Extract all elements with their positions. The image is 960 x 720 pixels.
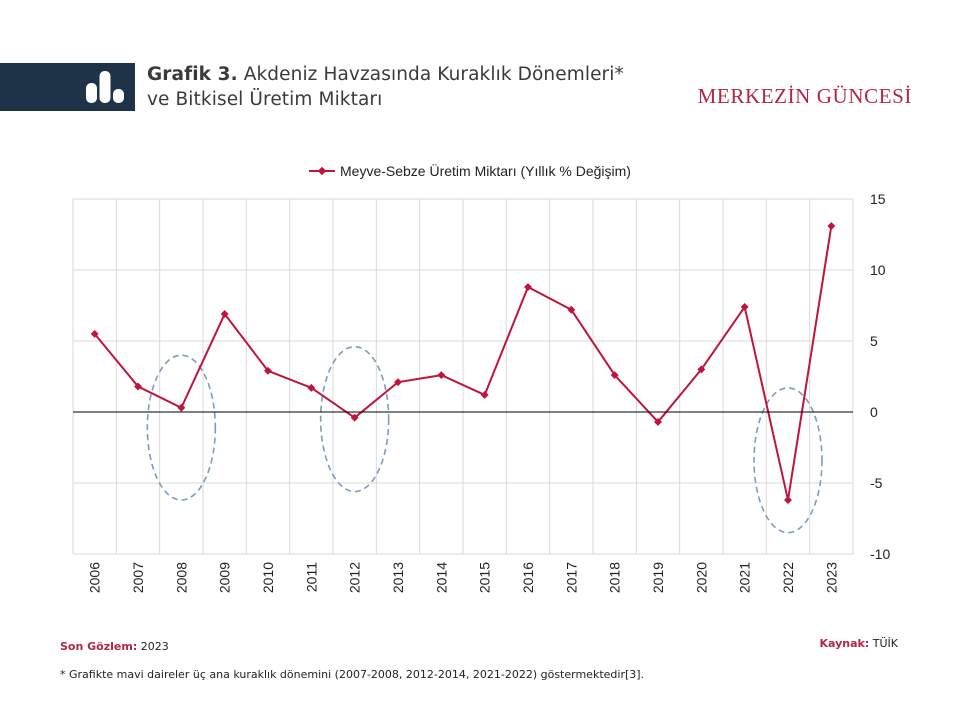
x-tick-label: 2014 [433,562,449,593]
data-point [350,413,359,422]
brand-logo: MERKEZİN GÜNCESİ [697,84,912,108]
x-tick-label: 2010 [260,562,276,593]
x-tick-label: 2008 [173,562,189,593]
x-tick-label: 2017 [563,562,579,593]
data-point [134,382,142,391]
x-tick-label: 2019 [650,562,666,593]
drought-ellipses [146,345,823,534]
x-tick-label: 2011 [303,562,319,592]
data-point [307,383,316,392]
bar-chart-icon [86,71,124,103]
title-prefix: Grafik 3. [147,64,238,85]
legend-label: Meyve-Sebze Üretim Miktarı (Yıllık % Değ… [340,162,631,179]
kaynak-value: TÜİK [872,637,898,650]
x-tick-label: 2013 [390,562,406,593]
data-point [480,391,489,399]
x-tick-label: 2006 [87,562,103,593]
son-value: 2023 [140,640,169,653]
data-point [827,222,836,230]
source: Kaynak: TÜİK [820,637,898,650]
drought-ellipse [319,345,390,493]
y-tick-label: 0 [870,404,878,420]
son-label: Son Gözlem: [60,640,138,653]
x-tick-label: 2015 [477,562,493,593]
data-point [220,310,229,318]
data-point [394,378,402,387]
x-tick-label: 2007 [130,562,146,593]
x-tick-label: 2022 [780,562,796,593]
grid [72,198,854,555]
axes: 15 10 5 0 -5 -10 2006 2007 2008 2009 2010 2011 2012 2… [73,191,890,593]
footnote: * Grafikte mavi daireler üç ana kuraklık… [60,668,645,681]
legend: Meyve-Sebze Üretim Miktarı (Yıllık % Değ… [309,162,631,179]
y-tick-label: -10 [870,546,890,562]
data-point [524,283,532,291]
data-point [177,403,186,412]
y-tick-label: 10 [870,262,886,278]
x-tick-label: 2018 [607,562,623,593]
page-title: Grafik 3. Akdeniz Havzasında Kuraklık Dö… [147,62,707,112]
x-tick-label: 2021 [737,562,753,593]
data-point [784,496,792,504]
kaynak-label: Kaynak: [819,637,870,650]
last-observation: Son Gözlem: 2023 [60,640,169,653]
drought-ellipse [753,387,823,534]
line-chart: 15 10 5 0 -5 -10 2006 2007 2008 2009 2010 2011 2012 2… [72,162,890,593]
y-tick-label: 5 [870,333,878,349]
legend-marker [317,166,327,176]
y-tick-label: -5 [870,475,883,491]
x-tick-label: 2016 [520,562,536,593]
data-point [740,302,749,311]
y-tick-label: 15 [870,191,886,207]
x-tick-label: 2020 [693,562,709,593]
data-point [437,371,446,380]
title-line1: Akdeniz Havzasında Kuraklık Dönemleri* [243,64,624,85]
x-tick-label: 2012 [347,562,363,593]
drought-ellipse [146,354,217,501]
data-point [264,366,272,375]
data-point [610,371,619,380]
x-tick-label: 2009 [217,562,233,593]
series-line [93,225,833,502]
x-tick-label: 2023 [823,562,839,593]
header-bar [0,63,135,111]
title-line2: ve Bitkisel Üretim Miktarı [147,89,383,110]
